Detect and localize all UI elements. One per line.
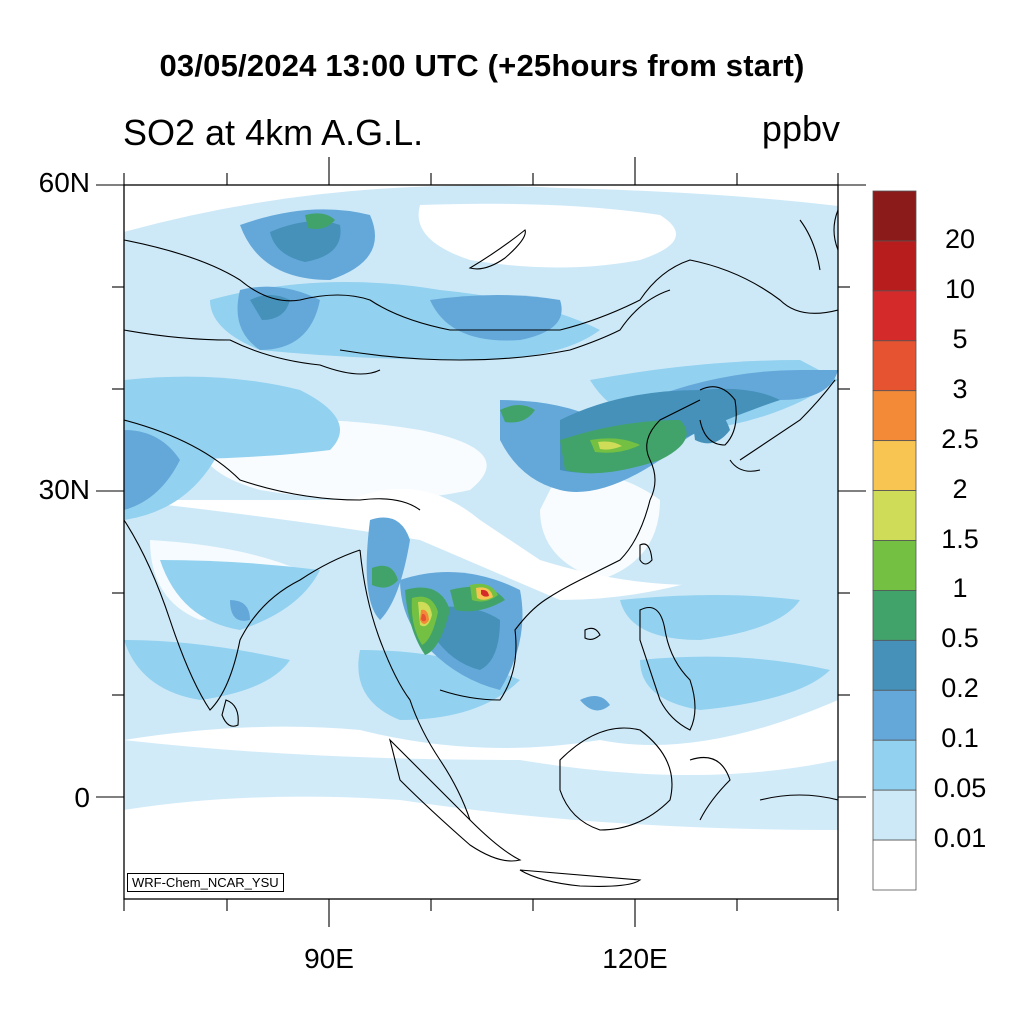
colorbar-swatch	[872, 190, 917, 242]
lat-label-30n: 30N	[38, 474, 90, 505]
colorbar-swatch	[872, 490, 917, 541]
colorbar-swatch	[872, 540, 917, 591]
coastlines	[124, 209, 838, 887]
lon-label-90e: 90E	[304, 943, 354, 974]
lat-label-0: 0	[74, 782, 90, 813]
so2-field	[124, 185, 838, 899]
colorbar-label: 5	[952, 323, 968, 354]
colorbar-label: 2	[952, 473, 968, 504]
colorbar-swatch	[872, 440, 917, 491]
axis-ticks	[96, 157, 866, 927]
colorbar-label: 1	[952, 573, 968, 604]
colorbar-label: 0.2	[941, 673, 979, 704]
colorbar-label: 0.1	[941, 723, 979, 754]
model-credit: WRF-Chem_NCAR_YSU	[127, 873, 284, 892]
colorbar-swatch	[872, 340, 917, 392]
map-frame	[123, 184, 839, 900]
lon-label-120e: 120E	[602, 943, 668, 974]
colorbar-swatch	[872, 739, 917, 791]
colorbar-swatch	[872, 689, 917, 741]
colorbar-swatch	[872, 639, 917, 691]
colorbar-label: 0.5	[941, 623, 979, 654]
variable-label: SO2 at 4km A.G.L.	[123, 112, 424, 153]
colorbar-swatch	[872, 839, 917, 891]
colorbar-label: 2.5	[941, 423, 979, 454]
lat-label-60n: 60N	[38, 167, 90, 198]
colorbar-label: 0.01	[933, 823, 987, 854]
colorbar-label: 10	[944, 273, 976, 304]
units-label: ppbv	[761, 108, 840, 149]
colorbar-swatch	[872, 290, 917, 342]
colorbar-swatch	[872, 240, 917, 292]
colorbar-swatch	[872, 590, 917, 641]
map-title: 03/05/2024 13:00 UTC (+25hours from star…	[159, 48, 805, 83]
colorbar-swatch	[872, 789, 917, 841]
colorbar-label: 1.5	[941, 523, 979, 554]
colorbar-label: 0.05	[933, 773, 987, 804]
colorbar-label: 20	[944, 223, 976, 254]
colorbar	[872, 190, 917, 891]
colorbar-label: 3	[952, 373, 968, 404]
colorbar-swatch	[872, 390, 917, 442]
